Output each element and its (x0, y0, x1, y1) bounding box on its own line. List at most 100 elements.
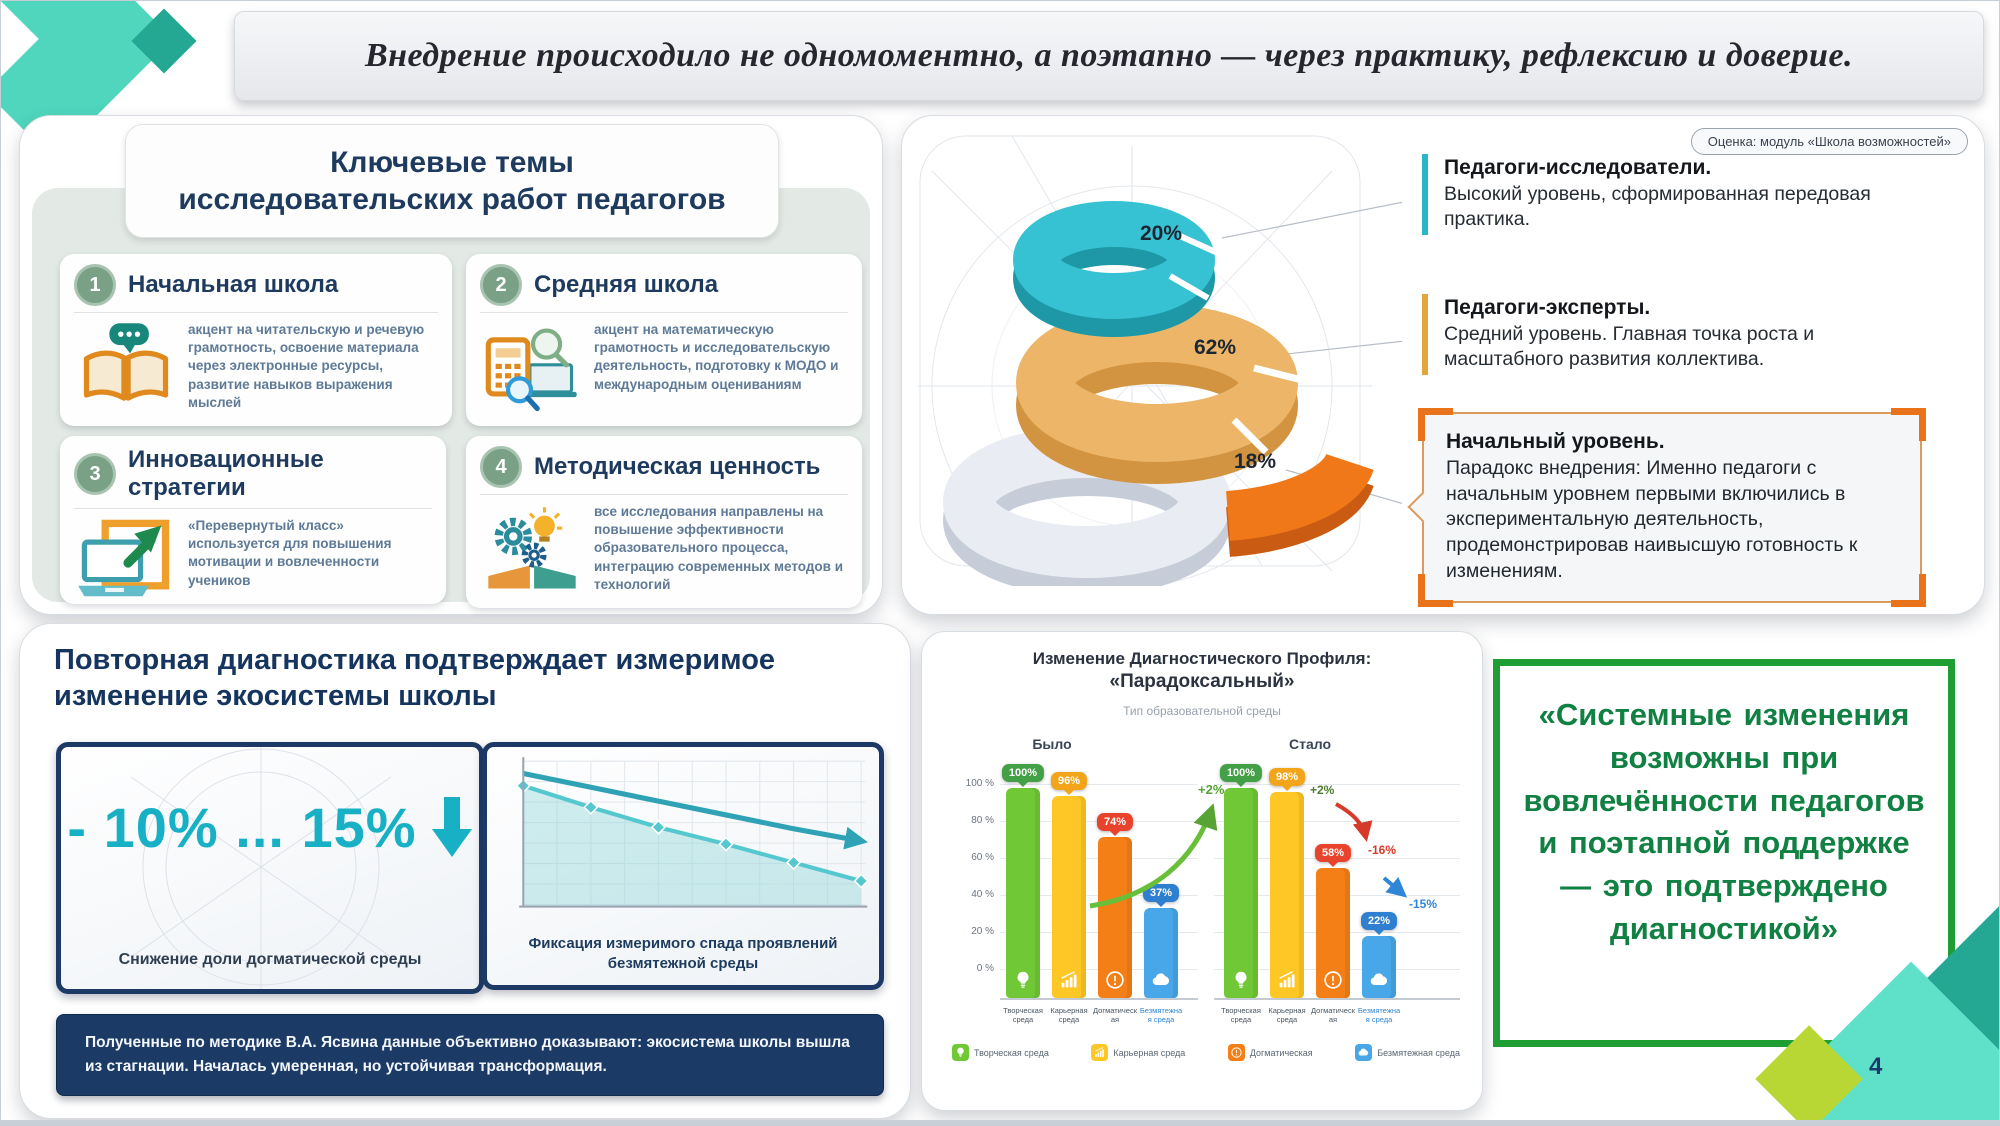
number-badge: 1 (74, 264, 116, 306)
category-label: Безмятежная среда (1357, 1006, 1401, 1025)
header-banner: Внедрение происходило не одномоментно, а… (234, 11, 1984, 101)
diagnostics-panel: Повторная диагностика подтверждает измер… (19, 623, 911, 1119)
level-text: Парадокс внедрения: Именно педагоги с на… (1446, 457, 1858, 582)
profile-title-line2: «Парадоксальный» (1109, 671, 1295, 693)
category-label: Безмятежная среда (1139, 1006, 1183, 1025)
compass-decoration (130, 747, 392, 989)
bar-Было-1: 96% (1050, 772, 1088, 998)
gridline (1000, 784, 1198, 785)
legend-label: Безмятежная среда (1377, 1047, 1460, 1058)
bar-value-badge: 74% (1096, 813, 1134, 836)
badge-tail (1374, 930, 1384, 935)
bar-value-badge: 100% (1219, 764, 1263, 787)
badge-tail (1156, 902, 1166, 907)
theme-card-header: 1 Начальная школа (74, 264, 438, 313)
level-researchers: Педагоги-исследователи. Высокий уровень,… (1422, 154, 1889, 235)
bulb-icon (1012, 969, 1034, 991)
bar-Стало-3: 22% (1360, 912, 1398, 998)
level-title: Педагоги-исследователи. (1444, 156, 1712, 179)
profile-title: Изменение Диагностического Профиля: «Пар… (922, 648, 1482, 695)
category-label: Творческая среда (1003, 1006, 1043, 1025)
themes-title: Ключевые темы исследовательских работ пе… (125, 124, 779, 238)
badge-tail (1235, 782, 1246, 787)
stat-value: - 10% ... 15% (67, 796, 417, 859)
x-axis-line (1214, 998, 1460, 1000)
theme-card-header: 4 Методическая ценность (480, 446, 848, 495)
theme-card-header: 2 Средняя школа (480, 264, 848, 313)
stat-card: - 10% ... 15% Снижение доли догматическо… (56, 742, 484, 994)
theme-card-text: все исследования направлены на повышение… (594, 504, 844, 592)
legend-item: Безмятежная среда (1355, 1044, 1460, 1061)
y-axis-tick: 0 % (976, 963, 994, 974)
profile-subtitle: Тип образовательной среды (1123, 704, 1281, 718)
themes-title-line1: Ключевые темы (330, 145, 574, 179)
theme-card-text: «Перевернутый класс» используется для по… (188, 518, 392, 588)
badge-tail (1017, 782, 1028, 787)
diagnostics-title: Повторная диагностика подтверждает измер… (54, 644, 776, 713)
number-badge: 4 (480, 446, 522, 488)
level-text: Средний уровень. Главная точка роста и м… (1444, 323, 1815, 371)
bar-Стало-1: 98% (1268, 768, 1306, 998)
category-label: Карьерная среда (1050, 1006, 1088, 1025)
gears-icon (480, 503, 584, 599)
y-axis-tick: 100 % (965, 778, 994, 789)
diagnostics-footer: Полученные по методике В.А. Ясвина данны… (56, 1014, 884, 1096)
bar-value-badge: 22% (1360, 912, 1398, 935)
alert-icon (1322, 969, 1344, 991)
theme-card-methodical-value: 4 Методическая ценность (466, 436, 862, 608)
page-number: 4 (1869, 1053, 1883, 1080)
alert-icon (1104, 969, 1126, 991)
legend-label: Карьерная среда (1113, 1047, 1186, 1058)
donut-chart: 20% 62% 18% (902, 116, 1419, 596)
theme-card-text: акцент на математическую грамотность и и… (594, 322, 839, 392)
profile-panel: Изменение Диагностического Профиля: «Пар… (921, 631, 1483, 1111)
trend-card: Фиксация измеримого спада проявлений без… (482, 742, 884, 990)
stats-icon (1058, 969, 1080, 991)
themes-title-line2: исследовательских работ педагогов (178, 183, 726, 216)
bar-Стало-2: 58% (1314, 844, 1352, 998)
cloud-icon (1150, 969, 1172, 991)
bulb-icon (1230, 969, 1252, 991)
laptop-icon (74, 517, 178, 613)
bar-chart-after: 100% Творческая среда 98% Карьерная среда 58… (1214, 764, 1464, 1070)
y-axis-tick: 40 % (971, 889, 994, 900)
book-icon (74, 321, 178, 417)
header-text: Внедрение происходило не одномоментно, а… (364, 37, 1854, 74)
level-text: Высокий уровень, сформированная передова… (1444, 183, 1871, 231)
bar-value-badge: 98% (1268, 768, 1306, 791)
quote-text: «Системные изменения возможны при вовлеч… (1523, 697, 1925, 946)
legend-label: Творческая среда (974, 1047, 1049, 1058)
theme-card-title: Начальная школа (128, 271, 339, 298)
trend-caption: Фиксация измеримого спада проявлений без… (528, 935, 838, 972)
corner-bracket (1418, 573, 1453, 607)
theme-card-primary-school: 1 Начальная школа акцент на читательскую… (60, 254, 452, 426)
gridline (1214, 784, 1460, 785)
corner-bracket (1418, 408, 1453, 441)
profile-title-line1: Изменение Диагностического Профиля: (1032, 649, 1372, 668)
legend-label: Догматическая (1249, 1047, 1313, 1058)
y-axis-tick: 60 % (971, 852, 994, 863)
themes-panel: Ключевые темы исследовательских работ пе… (19, 115, 883, 615)
corner-bracket (1891, 408, 1926, 441)
badge-tail (1110, 831, 1120, 836)
donut-label-20: 20% (1140, 222, 1183, 245)
group-label-after: Стало (1288, 736, 1331, 752)
bar-value-badge: 96% (1050, 772, 1088, 795)
bar-Было-2: 74% (1096, 813, 1134, 998)
quote-box: «Системные изменения возможны при вовлеч… (1493, 659, 1955, 1047)
stat-caption: Снижение доли догматической среды (118, 951, 422, 969)
badge-tail (1064, 790, 1074, 795)
theme-card-innovative-strategies: 3 Инновационные стратегии «Перевернутый … (60, 436, 446, 604)
bar-Стало-0: 100% (1219, 764, 1263, 998)
assessment-panel: Оценка: модуль «Школа возможностей» (901, 115, 1985, 615)
badge-tail (1282, 786, 1292, 791)
y-axis-tick: 20 % (971, 926, 994, 937)
legend-item: Догматическая (1227, 1044, 1313, 1061)
bulb-icon (952, 1044, 969, 1061)
trend-line-chart (515, 757, 869, 908)
theme-card-title: Инновационные стратегии (128, 446, 324, 501)
stats-icon (1091, 1044, 1109, 1061)
theme-card-title: Методическая ценность (534, 453, 821, 480)
donut-label-18: 18% (1234, 450, 1277, 473)
